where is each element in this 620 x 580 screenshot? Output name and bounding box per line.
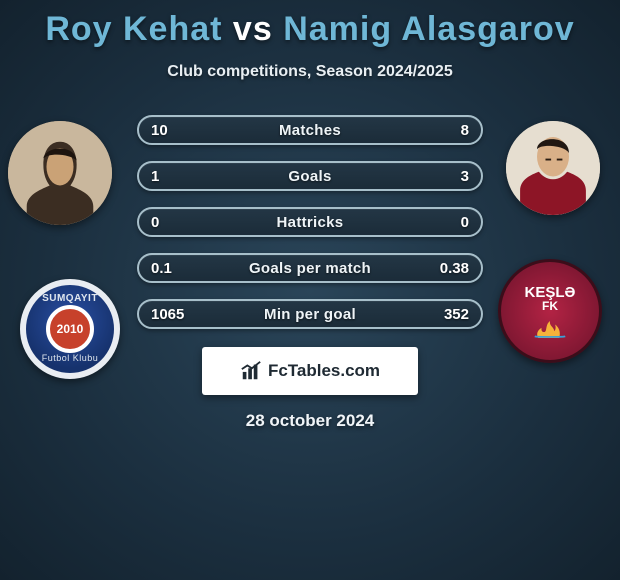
club2-sub: FK	[542, 299, 558, 313]
club1-year: 2010	[57, 322, 84, 336]
stat-right-value: 352	[444, 306, 469, 323]
stat-left-value: 1	[151, 168, 159, 185]
comparison-stage: SUMQAYIT 2010 Futbol Klubu KEŞLƏ FK 10 M…	[0, 111, 620, 431]
flame-icon	[533, 316, 567, 338]
stat-label: Goals	[288, 168, 331, 185]
stat-right-value: 0.38	[440, 260, 469, 277]
title-player1: Roy Kehat	[45, 10, 222, 48]
club1-year-ring: 2010	[46, 305, 94, 353]
stat-right-value: 8	[461, 122, 469, 139]
stat-label: Min per goal	[264, 306, 356, 323]
subtitle: Club competitions, Season 2024/2025	[0, 63, 620, 81]
stat-row-goals: 1 Goals 3	[137, 161, 483, 191]
page-title: Roy Kehat vs Namig Alasgarov	[0, 0, 620, 49]
stat-label: Matches	[279, 122, 341, 139]
stat-row-mpg: 1065 Min per goal 352	[137, 299, 483, 329]
club1-name-top: SUMQAYIT	[42, 293, 98, 304]
title-player2: Namig Alasgarov	[283, 10, 575, 48]
chart-icon	[240, 360, 262, 382]
stat-label: Goals per match	[249, 260, 371, 277]
stat-row-matches: 10 Matches 8	[137, 115, 483, 145]
person-icon	[506, 121, 600, 215]
title-vs: vs	[233, 10, 273, 48]
club1-name-bottom: Futbol Klubu	[42, 353, 99, 363]
stat-left-value: 10	[151, 122, 168, 139]
person-icon	[8, 121, 112, 225]
date-text: 28 october 2024	[0, 411, 620, 431]
stats-table: 10 Matches 8 1 Goals 3 0 Hattricks 0 0.1…	[137, 115, 483, 329]
player2-avatar	[506, 121, 600, 215]
stat-left-value: 0	[151, 214, 159, 231]
brand-text: FcTables.com	[268, 361, 380, 381]
stat-left-value: 0.1	[151, 260, 172, 277]
player2-club-badge: KEŞLƏ FK	[498, 259, 602, 363]
stat-right-value: 0	[461, 214, 469, 231]
brand-box[interactable]: FcTables.com	[202, 347, 418, 395]
stat-row-hattricks: 0 Hattricks 0	[137, 207, 483, 237]
stat-row-gpm: 0.1 Goals per match 0.38	[137, 253, 483, 283]
player1-club-badge: SUMQAYIT 2010 Futbol Klubu	[20, 279, 120, 379]
player1-avatar	[8, 121, 112, 225]
stat-right-value: 3	[461, 168, 469, 185]
stat-left-value: 1065	[151, 306, 184, 323]
stat-label: Hattricks	[277, 214, 344, 231]
